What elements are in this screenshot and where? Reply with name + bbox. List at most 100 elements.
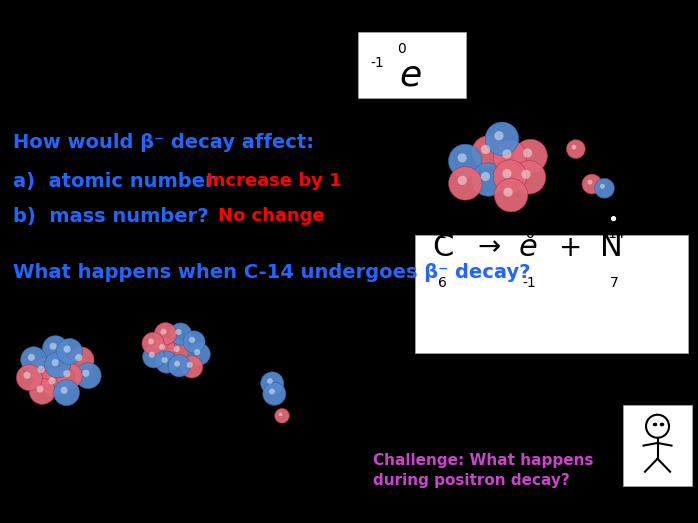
Ellipse shape [52,359,59,366]
FancyBboxPatch shape [358,32,466,98]
Text: +: + [559,233,583,262]
Ellipse shape [514,139,547,173]
Ellipse shape [503,150,512,158]
Ellipse shape [57,338,82,365]
Ellipse shape [472,163,505,196]
Text: e: e [519,233,537,262]
Ellipse shape [57,363,82,389]
Ellipse shape [503,188,512,197]
Text: Challenge: What happens
during positron decay?: Challenge: What happens during positron … [373,453,594,488]
Ellipse shape [194,349,200,355]
Ellipse shape [567,140,585,158]
Ellipse shape [481,172,490,181]
Ellipse shape [458,153,467,163]
Ellipse shape [156,351,178,373]
Ellipse shape [175,329,181,335]
Ellipse shape [582,174,602,194]
Ellipse shape [512,161,546,194]
Ellipse shape [64,370,70,377]
Ellipse shape [28,354,35,361]
Ellipse shape [168,355,191,377]
Ellipse shape [149,352,155,358]
Ellipse shape [48,377,56,384]
Ellipse shape [31,359,57,385]
Text: -1: -1 [523,276,537,290]
Ellipse shape [68,347,94,373]
Ellipse shape [43,336,68,361]
Ellipse shape [161,328,167,335]
Ellipse shape [449,144,482,178]
FancyBboxPatch shape [623,405,692,486]
Ellipse shape [82,370,89,377]
Ellipse shape [267,378,273,384]
Text: 0: 0 [397,42,406,56]
Ellipse shape [523,149,532,157]
Text: No change: No change [218,207,325,225]
Ellipse shape [50,343,57,350]
Ellipse shape [174,346,180,352]
Ellipse shape [75,362,101,389]
Text: How would β⁻ decay affect:: How would β⁻ decay affect: [13,133,313,152]
Ellipse shape [142,346,165,368]
Ellipse shape [24,372,31,379]
Ellipse shape [29,378,55,404]
Ellipse shape [503,169,512,178]
Text: b)  mass number?: b) mass number? [13,207,222,226]
Text: 0: 0 [526,226,535,241]
Ellipse shape [186,362,193,368]
Ellipse shape [611,216,616,221]
Ellipse shape [481,145,490,154]
Ellipse shape [75,354,82,361]
Ellipse shape [154,323,177,345]
Ellipse shape [17,365,43,391]
Text: e: e [399,59,422,93]
Ellipse shape [174,361,180,367]
Ellipse shape [494,131,503,140]
Text: N: N [600,233,623,262]
Ellipse shape [142,332,164,355]
Ellipse shape [472,136,505,169]
Ellipse shape [45,352,70,378]
Ellipse shape [189,337,195,343]
Ellipse shape [600,184,605,189]
Ellipse shape [159,344,165,350]
Text: a)  atomic number: a) atomic number [13,172,221,190]
Text: 7: 7 [610,276,619,290]
Text: 14: 14 [607,226,625,241]
Ellipse shape [21,347,47,373]
Ellipse shape [521,170,530,179]
Text: 6: 6 [438,276,447,290]
Ellipse shape [269,389,275,394]
Text: C: C [433,233,454,262]
Ellipse shape [493,140,527,174]
Ellipse shape [54,380,80,406]
Text: 14: 14 [438,226,455,241]
Ellipse shape [153,338,175,360]
Ellipse shape [168,340,190,362]
Text: -1: -1 [370,56,384,70]
Ellipse shape [494,178,528,212]
Ellipse shape [41,370,67,396]
Ellipse shape [61,386,68,394]
Ellipse shape [148,338,154,345]
Ellipse shape [181,356,203,378]
Ellipse shape [38,366,45,373]
Ellipse shape [64,346,70,353]
Text: →: → [477,233,500,262]
Ellipse shape [493,160,527,194]
Ellipse shape [485,122,519,155]
Ellipse shape [183,331,205,353]
Ellipse shape [263,382,285,405]
Ellipse shape [261,372,283,395]
Ellipse shape [170,323,192,345]
Ellipse shape [588,179,593,185]
Ellipse shape [36,385,43,393]
Ellipse shape [279,413,283,416]
Ellipse shape [188,343,210,365]
Ellipse shape [595,178,614,198]
Ellipse shape [275,408,289,423]
FancyBboxPatch shape [415,235,688,353]
Ellipse shape [161,357,168,363]
Ellipse shape [449,167,482,200]
Text: Increase by 1: Increase by 1 [206,172,341,189]
